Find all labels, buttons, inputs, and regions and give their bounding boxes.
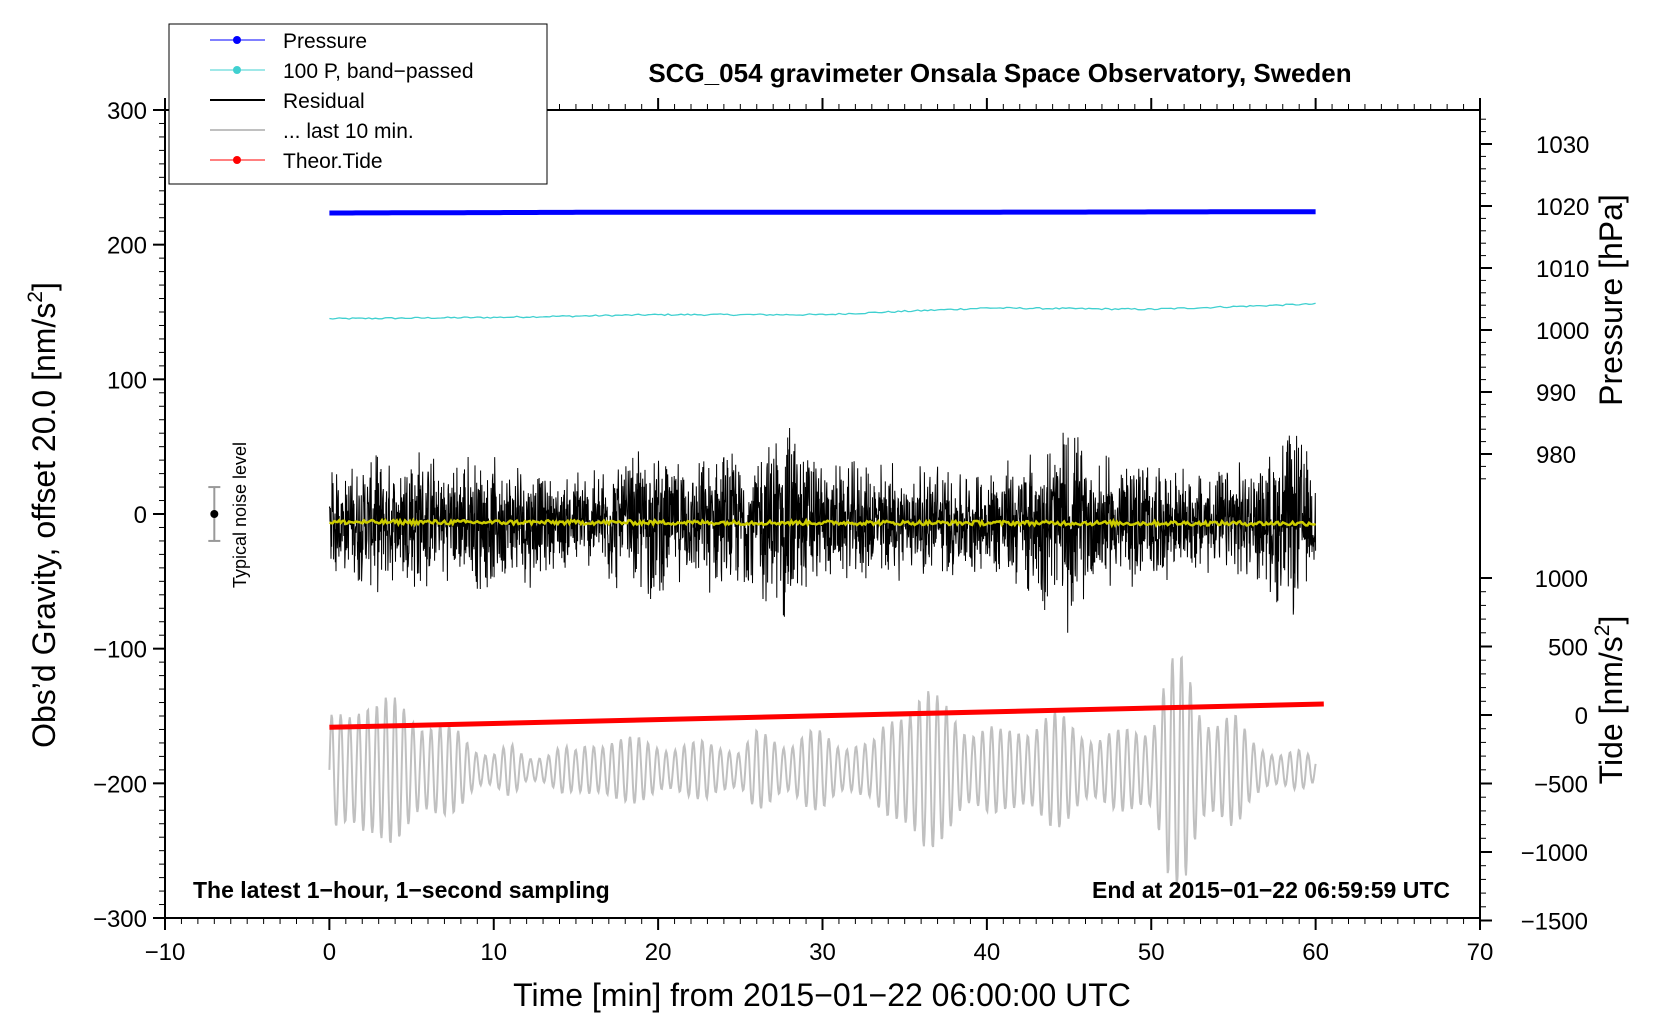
x-axis-title: Time [min] from 2015−01−22 06:00:00 UTC <box>513 977 1131 1013</box>
legend: Pressure 100 P, band−passed Residual ...… <box>168 23 548 185</box>
tide-axis-title: Tide [nm/s2] <box>1591 616 1629 785</box>
pressure-axis-title: Pressure [hPa] <box>1593 194 1629 406</box>
legend-box <box>168 23 548 185</box>
sampling-note: The latest 1−hour, 1−second sampling <box>193 877 610 903</box>
y-left-tick-label: −300 <box>93 906 147 933</box>
x-tick-label: 0 <box>323 939 336 966</box>
y-axis-left-title: Obs’d Gravity, offset 20.0 [nm/s2] <box>24 282 62 748</box>
x-tick-label: −10 <box>145 939 186 966</box>
tide-tick-label: −1000 <box>1521 840 1588 867</box>
x-tick-label: 70 <box>1467 939 1494 966</box>
series-last-10-min <box>328 655 1317 886</box>
chart-title: SCG_054 gravimeter Onsala Space Observat… <box>648 58 1351 88</box>
pressure-tick-label: 1010 <box>1536 256 1589 283</box>
end-time-note: End at 2015−01−22 06:59:59 UTC <box>1092 877 1450 903</box>
tide-tick-label: −1500 <box>1521 909 1588 936</box>
series-residual <box>328 427 1317 633</box>
y-left-tick-label: 200 <box>107 233 147 260</box>
series-pressure <box>329 209 1316 216</box>
legend-label-pressure: Pressure <box>283 30 367 53</box>
legend-marker-bandpassed <box>233 66 241 74</box>
x-tick-label: 60 <box>1302 939 1329 966</box>
x-tick-label: 20 <box>645 939 672 966</box>
pressure-tick-label: 1000 <box>1536 318 1589 345</box>
noise-indicator: Typical noise level <box>208 442 250 588</box>
y-left-tick-label: −200 <box>93 771 147 798</box>
y-left-tick-label: −100 <box>93 637 147 664</box>
series-band-passed <box>329 302 1316 320</box>
legend-label-tide: Theor.Tide <box>283 150 383 173</box>
y-left-tick-label: 300 <box>107 98 147 125</box>
series-residual-smoothed <box>329 517 1317 529</box>
noise-dot <box>210 510 219 518</box>
x-tick-label: 50 <box>1138 939 1165 966</box>
pressure-tick-label: 1030 <box>1536 132 1589 159</box>
noise-label: Typical noise level <box>230 442 250 588</box>
y-left-tick-label: 0 <box>134 502 147 529</box>
x-tick-label: 10 <box>480 939 507 966</box>
x-tick-label: 40 <box>974 939 1001 966</box>
pressure-tick-label: 990 <box>1536 380 1576 407</box>
legend-label-residual: Residual <box>283 90 365 113</box>
tide-tick-label: 0 <box>1575 703 1588 730</box>
y-left-tick-label: 100 <box>107 367 147 394</box>
legend-label-last10: ... last 10 min. <box>283 120 414 143</box>
pressure-tick-label: 1020 <box>1536 194 1589 221</box>
tide-tick-label: 500 <box>1548 635 1588 662</box>
tide-tick-label: −500 <box>1534 772 1588 799</box>
x-tick-label: 30 <box>809 939 836 966</box>
series-layer <box>328 209 1324 886</box>
plot-frame <box>164 109 1481 919</box>
legend-marker-pressure <box>233 36 241 44</box>
legend-label-bandpassed: 100 P, band−passed <box>283 60 474 83</box>
pressure-tick-label: 980 <box>1536 442 1576 469</box>
legend-marker-tide <box>233 156 241 164</box>
tide-tick-label: 1000 <box>1535 566 1588 593</box>
series-theor-tide <box>329 701 1324 730</box>
